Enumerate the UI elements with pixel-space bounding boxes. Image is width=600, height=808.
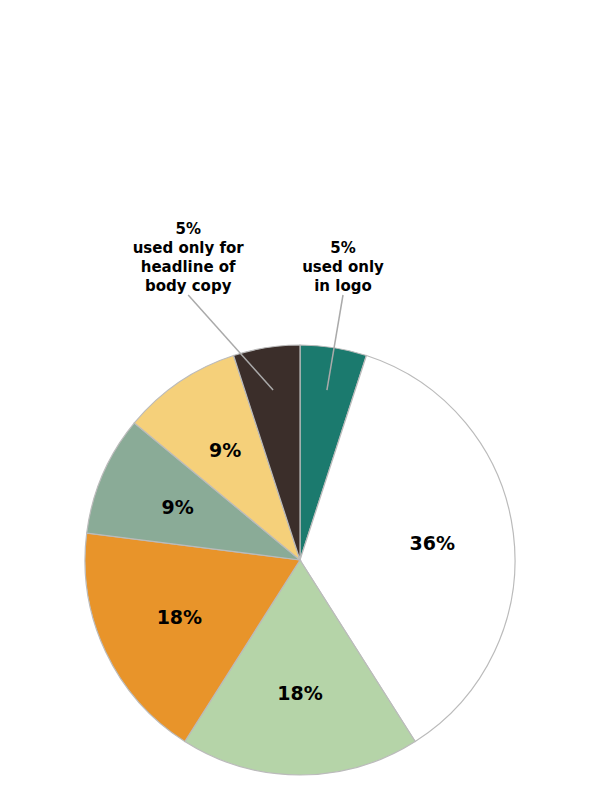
data-label: 9% bbox=[209, 439, 241, 461]
annotation: 5%used onlyin logo bbox=[302, 239, 384, 295]
data-label: 18% bbox=[157, 606, 202, 628]
leader-line bbox=[188, 295, 273, 390]
chart-container: 36% 18% 18% 9% 9% 5%used onlyin logo 5%used on… bbox=[0, 0, 600, 808]
pie-slice bbox=[234, 345, 300, 560]
pie-slice bbox=[85, 533, 300, 741]
slices bbox=[85, 345, 515, 775]
chart: 36% 18% 18% 9% 9% 5%used onlyin logo 5%used on… bbox=[0, 0, 600, 808]
leader-line bbox=[327, 295, 343, 390]
annotation: 5%used only forheadline ofbody copy bbox=[133, 220, 245, 295]
data-label: 9% bbox=[162, 496, 194, 518]
data-label: 36% bbox=[410, 532, 455, 554]
data-label: 18% bbox=[277, 682, 322, 704]
